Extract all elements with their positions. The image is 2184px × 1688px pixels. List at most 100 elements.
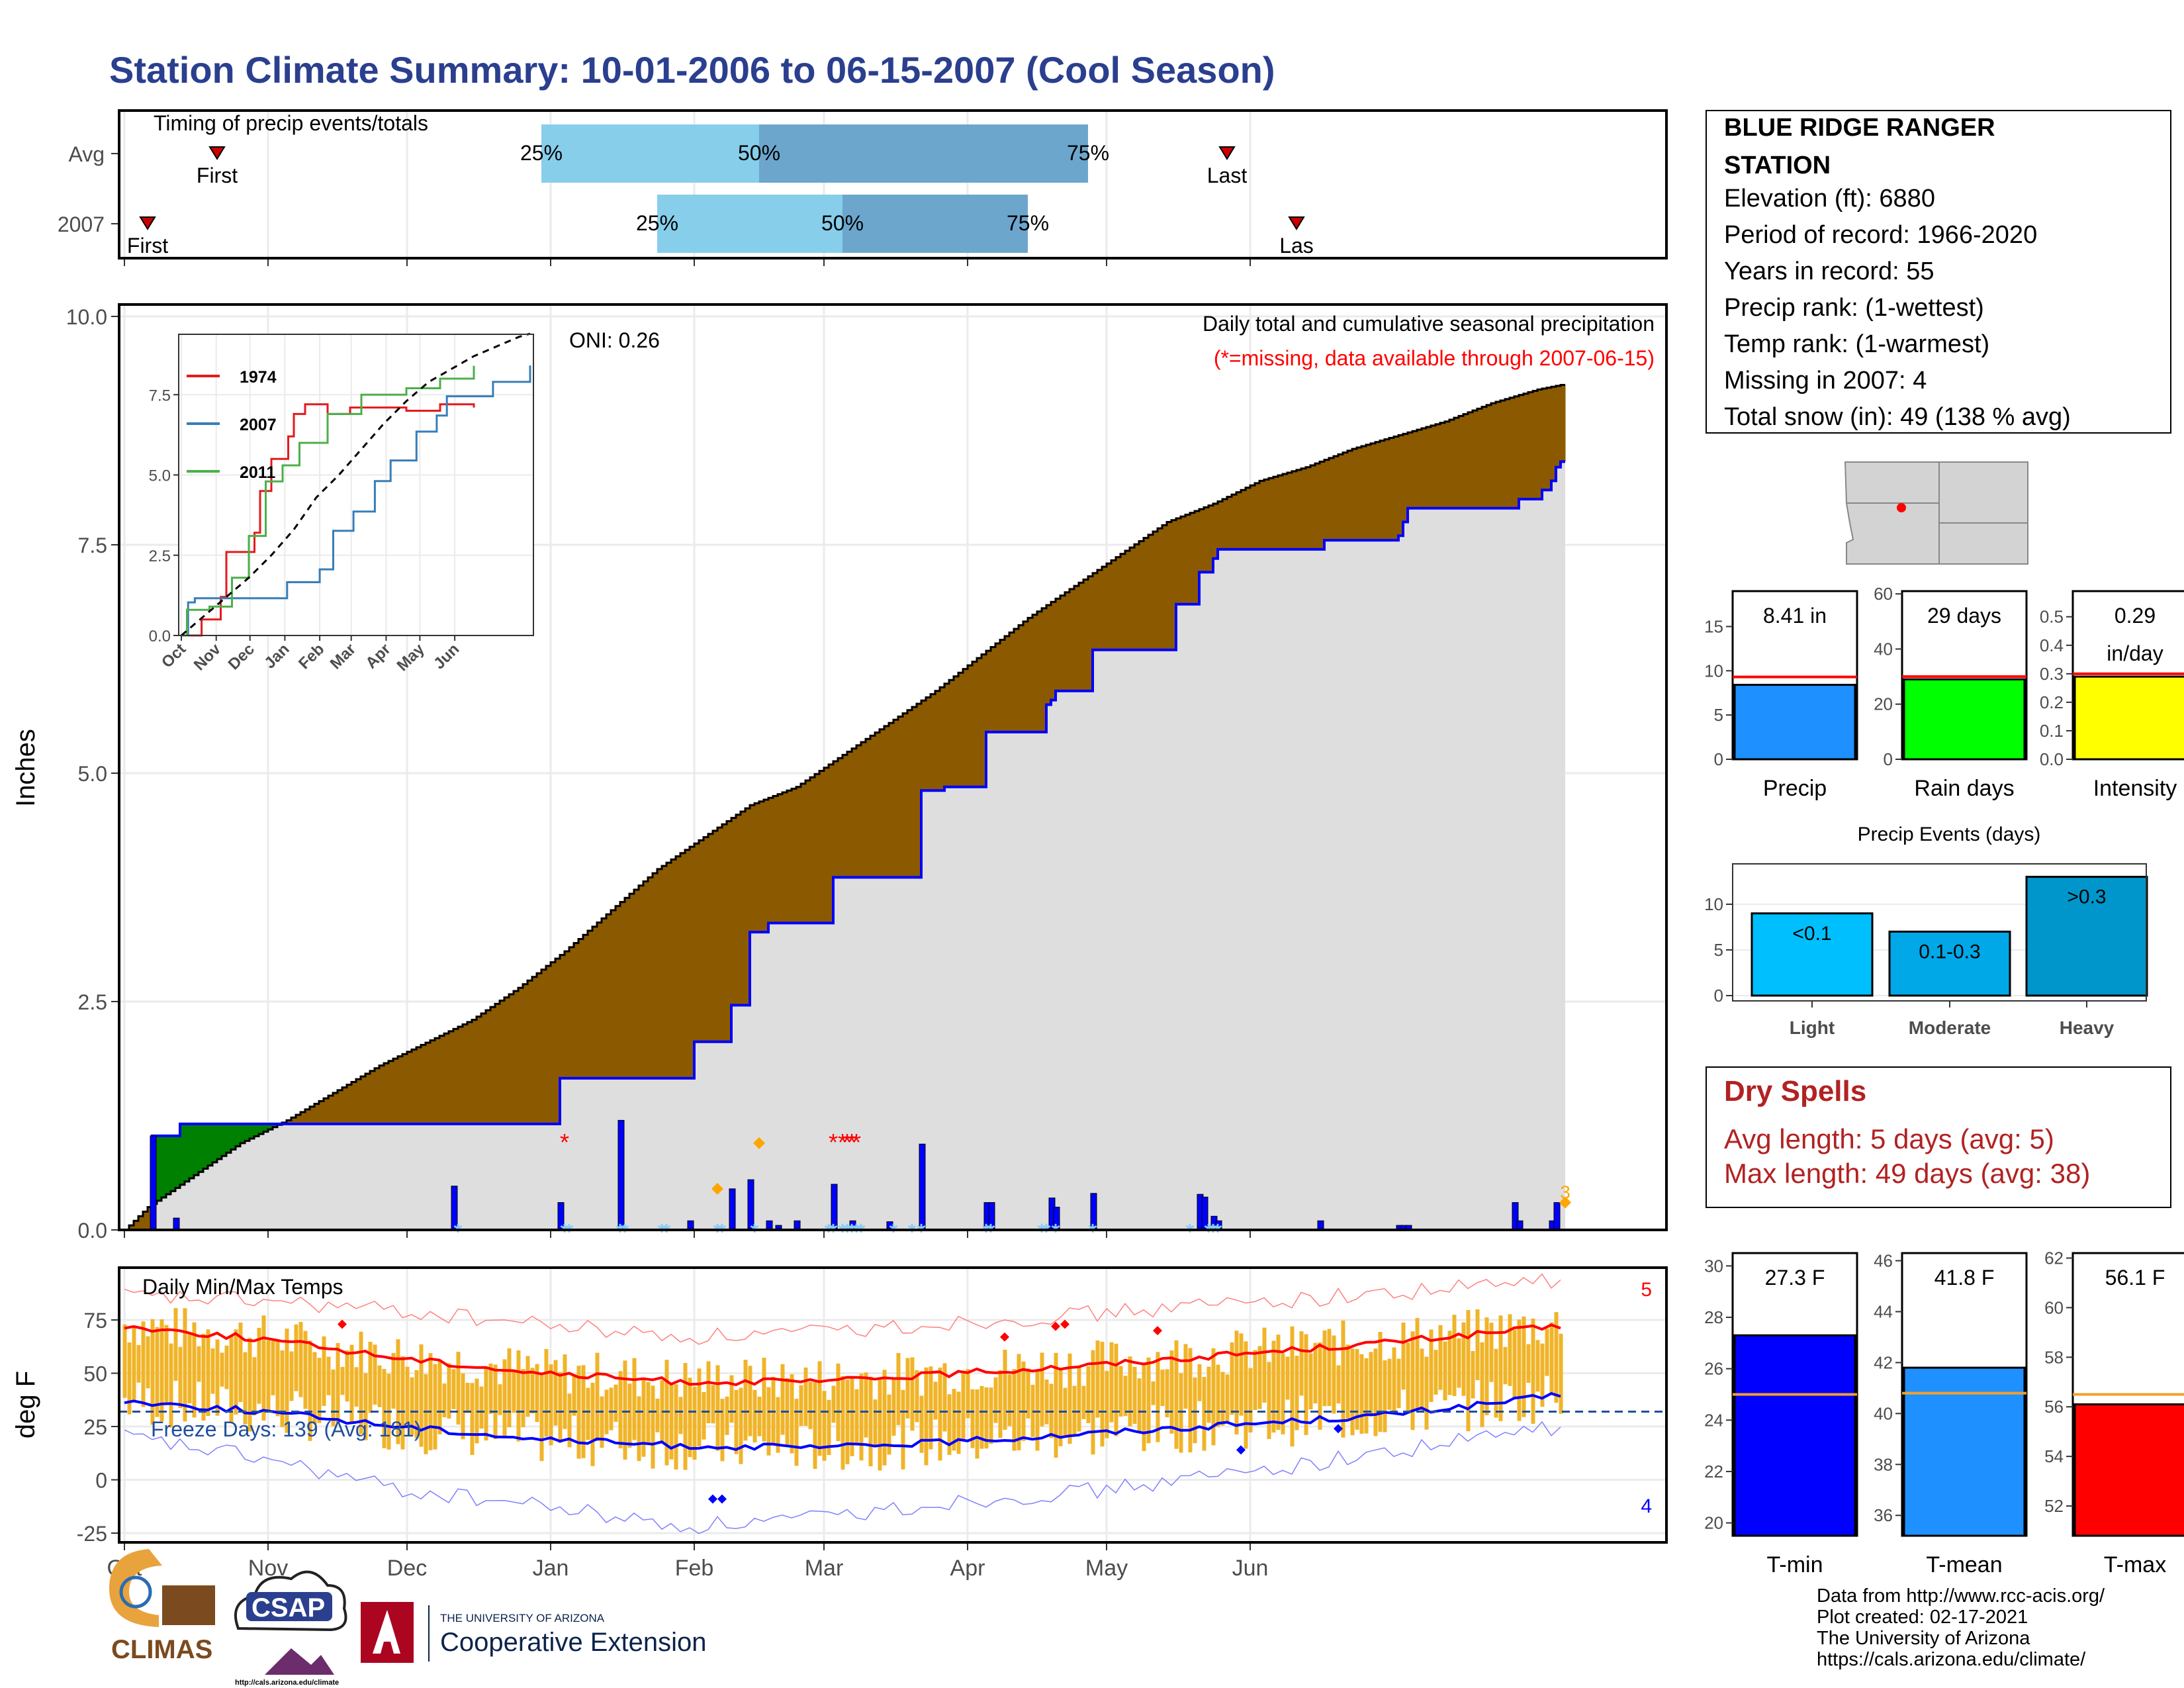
below-average-fill <box>588 931 593 1078</box>
climas-logo: CLIMAS <box>109 1549 215 1664</box>
below-average-fill <box>1435 424 1441 508</box>
summary-y-tick-label: 38 <box>1874 1454 1893 1474</box>
above-average-fill <box>245 1123 250 1141</box>
daily-temp-bar <box>271 1340 275 1395</box>
above-average-fill <box>236 1123 241 1147</box>
summary-value-label: 29 days <box>1927 604 2001 628</box>
below-average-fill <box>1102 567 1107 650</box>
daily-temp-bar <box>173 1308 178 1381</box>
below-average-fill <box>551 962 556 1124</box>
inset-series-line-2007 <box>181 365 531 637</box>
daily-temp-bar <box>1068 1353 1072 1444</box>
below-average-fill <box>1422 428 1427 508</box>
below-average-fill <box>435 1038 440 1124</box>
daily-temp-bar <box>122 1324 127 1398</box>
daily-temp-bar <box>878 1378 882 1471</box>
daily-temp-bar <box>266 1340 271 1413</box>
daily-temp-bar <box>479 1386 484 1429</box>
daily-temp-bar <box>600 1396 604 1448</box>
daily-temp-bar <box>1410 1331 1415 1430</box>
daily-temp-bar <box>1443 1341 1447 1401</box>
daily-temp-bar <box>396 1339 400 1444</box>
daily-temp-bar <box>674 1384 678 1470</box>
below-average-fill <box>671 859 676 1078</box>
daily-temp-bar <box>414 1370 419 1438</box>
daily-temp-bar <box>1420 1348 1424 1412</box>
below-average-fill <box>574 943 579 1078</box>
daily-temp-bar <box>345 1350 349 1402</box>
below-average-fill <box>893 720 899 878</box>
below-average-fill <box>416 1047 422 1124</box>
below-average-fill <box>1366 444 1371 541</box>
below-average-fill <box>1107 563 1112 650</box>
below-average-fill <box>1542 389 1547 491</box>
daily-temp-bar <box>970 1389 975 1448</box>
record-low-marker <box>708 1494 717 1504</box>
daily-temp-bar <box>187 1333 192 1403</box>
below-average-fill <box>694 843 700 1042</box>
below-average-fill <box>944 683 950 787</box>
below-average-fill <box>1343 452 1348 541</box>
daily-temp-bar <box>1387 1358 1392 1410</box>
daily-temp-bar <box>298 1321 303 1397</box>
timing-last-label: Last <box>1207 164 1248 187</box>
below-average-fill <box>1389 438 1394 541</box>
daily-temp-bar <box>363 1373 368 1440</box>
daily-temp-bar <box>1234 1331 1239 1434</box>
below-average-fill <box>1449 419 1455 508</box>
daily-temp-bar <box>359 1331 363 1434</box>
below-average-fill <box>856 745 862 878</box>
below-average-fill <box>597 922 602 1078</box>
daily-temp-bar <box>891 1378 896 1436</box>
daily-temp-bar <box>822 1391 827 1461</box>
below-average-fill <box>1283 474 1288 549</box>
csap-url: http://cals.arizona.edu/climate <box>235 1679 339 1687</box>
dry-spells-max: Max length: 49 days (avg: 38) <box>1724 1158 2090 1189</box>
daily-temp-bar <box>808 1382 813 1429</box>
below-average-fill <box>833 761 839 878</box>
below-average-fill <box>463 1024 468 1124</box>
below-average-fill <box>1459 416 1464 508</box>
footer-line: Data from http://www.rcc-acis.org/ <box>1817 1585 2105 1607</box>
below-average-fill <box>1324 459 1330 541</box>
above-average-fill <box>231 1123 236 1150</box>
daily-temp-bar <box>993 1377 998 1423</box>
summary-y-tick-label: 0.0 <box>2040 749 2064 769</box>
below-average-fill <box>717 827 723 1042</box>
below-average-fill <box>736 814 741 1006</box>
daily-temp-bar <box>1054 1352 1058 1458</box>
daily-temp-bar <box>465 1382 470 1413</box>
below-average-fill <box>907 710 913 878</box>
events-y-tick-label: 5 <box>1714 940 1723 960</box>
summary-y-tick-label: 46 <box>1874 1251 1893 1271</box>
events-y-tick-label: 10 <box>1704 894 1723 914</box>
daily-temp-bar <box>748 1366 752 1436</box>
daily-temp-bar <box>901 1389 905 1470</box>
daily-temp-bar <box>1433 1350 1438 1395</box>
station-name-line2: STATION <box>1724 152 1831 179</box>
daily-temp-bar <box>1183 1344 1188 1409</box>
precip-frame <box>118 303 1668 1231</box>
daily-temp-bar <box>1040 1352 1044 1427</box>
daily-temp-bar <box>1359 1354 1364 1434</box>
below-average-fill <box>708 833 713 1042</box>
daily-temp-bar <box>285 1329 289 1433</box>
below-average-fill <box>968 665 973 787</box>
below-average-fill <box>143 1211 148 1230</box>
footer-line: https://cals.arizona.edu/climate/ <box>1817 1649 2086 1670</box>
below-average-fill <box>1148 534 1154 650</box>
ua-logo: THE UNIVERSITY OF ARIZONA Cooperative Ex… <box>361 1602 706 1663</box>
daily-temp-bar <box>887 1394 891 1455</box>
daily-temp-bar <box>752 1389 757 1443</box>
below-average-fill <box>1403 434 1408 522</box>
below-average-fill <box>319 1101 324 1124</box>
daily-temp-bar <box>780 1364 785 1435</box>
below-average-fill <box>1408 432 1413 508</box>
daily-temp-bar <box>437 1360 442 1434</box>
daily-temp-bar <box>1498 1315 1503 1421</box>
daily-temp-bar <box>1438 1325 1443 1390</box>
footer-line: Plot created: 02-17-2021 <box>1817 1607 2028 1628</box>
below-average-fill <box>1134 544 1140 650</box>
inset-plot-bg <box>179 334 533 635</box>
